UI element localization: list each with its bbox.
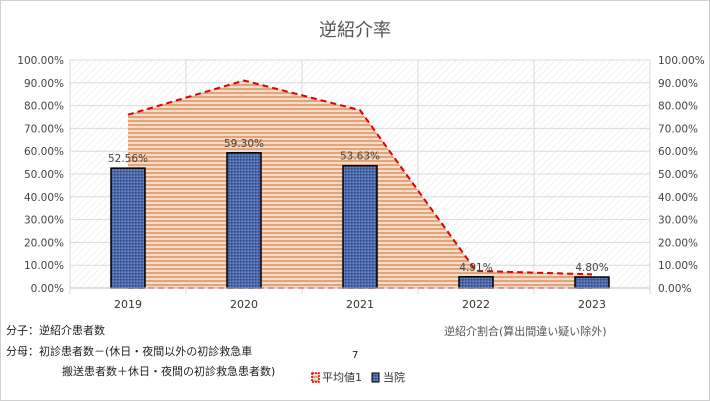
y-tick-label-left: 10.00% <box>24 260 64 272</box>
x-tick-label: 2021 <box>346 298 374 311</box>
y-tick-label-left: 0.00% <box>31 283 64 295</box>
y-tick-label-left: 60.00% <box>24 146 64 158</box>
y-tick-label-right: 80.00% <box>658 101 698 113</box>
legend-swatch-average <box>311 372 320 383</box>
y-tick-label-right: 100.00% <box>658 55 705 67</box>
y-tick-label-right: 60.00% <box>658 146 698 158</box>
exclusion-note: 逆紹介割合(算出間違い疑い除外) <box>444 325 607 338</box>
bar <box>110 167 146 289</box>
chart-title: 逆紹介率 <box>319 20 391 41</box>
x-tick-label: 2023 <box>578 298 606 311</box>
y-tick-label-left: 30.00% <box>24 215 64 227</box>
y-tick-label-right: 50.00% <box>658 169 698 181</box>
data-label: 53.63% <box>340 151 380 163</box>
legend-label-hospital: 当院 <box>383 370 405 384</box>
numerator-note: 分子：逆紹介患者数 <box>6 324 105 337</box>
data-label: 4.91% <box>459 262 492 274</box>
bar <box>342 164 378 289</box>
average-area-outline <box>127 79 593 276</box>
y-tick-label-right: 0.00% <box>658 283 691 295</box>
y-tick-label-right: 40.00% <box>658 192 698 204</box>
x-tick-label: 2019 <box>114 298 142 311</box>
data-label: 59.30% <box>224 138 264 150</box>
bar <box>458 276 494 289</box>
y-tick-label-right: 70.00% <box>658 123 698 135</box>
y-tick-label-right: 20.00% <box>658 237 698 249</box>
y-tick-label-right: 30.00% <box>658 215 698 227</box>
bar <box>574 276 610 289</box>
bar <box>226 152 262 289</box>
y-tick-label-left: 70.00% <box>24 123 64 135</box>
legend-swatch-hospital <box>371 372 380 383</box>
x-tick-label: 2020 <box>230 298 258 311</box>
data-label: 4.80% <box>575 262 608 274</box>
stray-number: 7 <box>352 350 359 361</box>
x-tick-label: 2022 <box>462 298 490 311</box>
y-tick-label-left: 50.00% <box>24 169 64 181</box>
y-tick-label-left: 80.00% <box>24 101 64 113</box>
denominator-note-line1: 分母：初診患者数－(休日・夜間以外の初診救急車 <box>6 345 253 358</box>
legend-label-average: 平均値1 <box>322 371 362 384</box>
y-tick-label-right: 10.00% <box>658 260 698 272</box>
y-tick-label-right: 90.00% <box>658 78 698 90</box>
denominator-note-line2: 搬送患者数＋休日・夜間の初診救急患者数) <box>62 365 276 378</box>
y-tick-label-left: 20.00% <box>24 237 64 249</box>
y-tick-label-left: 90.00% <box>24 78 64 90</box>
data-label: 52.56% <box>108 153 148 165</box>
y-tick-label-left: 40.00% <box>24 192 64 204</box>
y-tick-label-left: 100.00% <box>17 55 64 67</box>
